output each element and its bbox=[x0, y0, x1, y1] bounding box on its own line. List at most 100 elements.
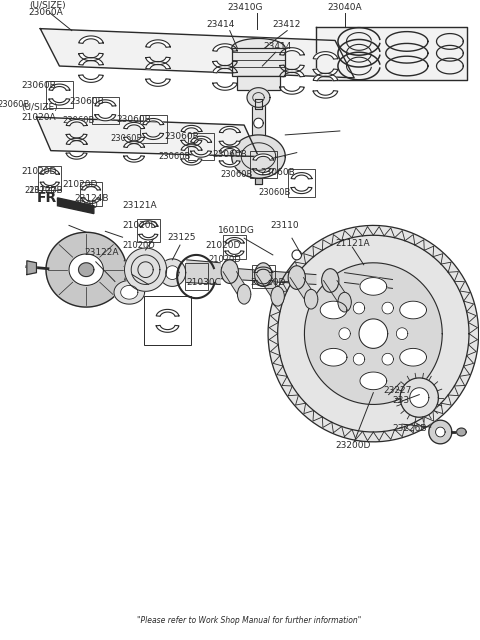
Text: 23226B: 23226B bbox=[393, 424, 427, 433]
Text: (U/SIZE): (U/SIZE) bbox=[21, 103, 58, 112]
Polygon shape bbox=[69, 254, 103, 285]
Text: 23060B: 23060B bbox=[69, 97, 104, 106]
Polygon shape bbox=[292, 250, 301, 260]
Polygon shape bbox=[138, 262, 153, 278]
Text: 23414: 23414 bbox=[207, 20, 235, 29]
Text: 23200D: 23200D bbox=[335, 442, 371, 451]
Polygon shape bbox=[253, 168, 274, 175]
Polygon shape bbox=[360, 278, 387, 295]
Text: 21020D: 21020D bbox=[209, 255, 241, 264]
Polygon shape bbox=[280, 48, 304, 55]
Polygon shape bbox=[156, 309, 179, 316]
Text: 21121A: 21121A bbox=[335, 239, 370, 248]
Polygon shape bbox=[280, 65, 304, 72]
Polygon shape bbox=[213, 44, 237, 51]
Polygon shape bbox=[304, 263, 442, 404]
Polygon shape bbox=[79, 263, 94, 276]
Polygon shape bbox=[257, 275, 284, 296]
Polygon shape bbox=[219, 146, 240, 152]
Polygon shape bbox=[143, 133, 164, 140]
Polygon shape bbox=[353, 353, 365, 365]
Polygon shape bbox=[280, 69, 304, 77]
Polygon shape bbox=[66, 138, 87, 145]
Polygon shape bbox=[219, 126, 240, 132]
Ellipse shape bbox=[322, 269, 339, 292]
Polygon shape bbox=[181, 140, 202, 147]
Text: 21020A: 21020A bbox=[21, 113, 56, 122]
Ellipse shape bbox=[338, 292, 351, 312]
Polygon shape bbox=[353, 302, 365, 314]
Ellipse shape bbox=[288, 266, 305, 289]
Polygon shape bbox=[232, 135, 285, 178]
Text: 21020D: 21020D bbox=[122, 241, 156, 250]
Text: 23122A: 23122A bbox=[84, 248, 119, 257]
Polygon shape bbox=[313, 91, 338, 98]
Polygon shape bbox=[429, 420, 452, 444]
Text: 21020D: 21020D bbox=[62, 180, 97, 189]
Polygon shape bbox=[255, 99, 262, 109]
Polygon shape bbox=[320, 348, 347, 366]
Bar bbox=[232, 49, 285, 76]
Polygon shape bbox=[213, 83, 237, 90]
Polygon shape bbox=[435, 427, 445, 437]
Polygon shape bbox=[156, 325, 179, 332]
Text: 21020D: 21020D bbox=[24, 186, 57, 195]
Bar bbox=[238, 76, 279, 90]
Polygon shape bbox=[290, 278, 318, 299]
Text: 21020D: 21020D bbox=[21, 167, 57, 176]
Polygon shape bbox=[339, 328, 350, 340]
Polygon shape bbox=[345, 273, 393, 289]
Text: 23060B: 23060B bbox=[117, 115, 152, 124]
Text: 21020D: 21020D bbox=[251, 278, 286, 287]
Polygon shape bbox=[400, 348, 427, 366]
Polygon shape bbox=[120, 285, 138, 299]
Text: 23060B: 23060B bbox=[62, 116, 95, 125]
Polygon shape bbox=[143, 118, 164, 125]
Polygon shape bbox=[124, 137, 144, 143]
Text: 23410G: 23410G bbox=[228, 3, 264, 13]
Text: 21020D: 21020D bbox=[206, 241, 241, 250]
Polygon shape bbox=[187, 265, 316, 284]
Polygon shape bbox=[139, 234, 158, 240]
Text: 23110: 23110 bbox=[270, 221, 299, 230]
Text: 23060B: 23060B bbox=[21, 81, 56, 90]
Polygon shape bbox=[291, 173, 312, 179]
Polygon shape bbox=[313, 74, 338, 81]
Polygon shape bbox=[146, 40, 170, 47]
Polygon shape bbox=[82, 184, 100, 190]
Text: 23040A: 23040A bbox=[327, 3, 362, 13]
Text: 23060B: 23060B bbox=[259, 188, 291, 198]
Text: 23060B: 23060B bbox=[158, 152, 191, 161]
Text: 23124B: 23124B bbox=[75, 195, 109, 204]
Polygon shape bbox=[219, 141, 240, 147]
Polygon shape bbox=[191, 136, 212, 143]
Polygon shape bbox=[66, 134, 87, 140]
Polygon shape bbox=[79, 36, 103, 44]
Polygon shape bbox=[58, 198, 94, 214]
Polygon shape bbox=[66, 120, 87, 126]
Polygon shape bbox=[124, 248, 167, 291]
Text: 23060B: 23060B bbox=[165, 132, 199, 141]
Polygon shape bbox=[213, 61, 237, 68]
Polygon shape bbox=[400, 301, 427, 319]
Polygon shape bbox=[223, 271, 251, 294]
Polygon shape bbox=[316, 27, 467, 80]
Ellipse shape bbox=[221, 260, 239, 284]
Polygon shape bbox=[254, 280, 273, 286]
Text: 23060B: 23060B bbox=[0, 100, 30, 109]
Polygon shape bbox=[280, 86, 304, 94]
Polygon shape bbox=[124, 122, 144, 129]
Polygon shape bbox=[146, 57, 170, 65]
Text: 23412: 23412 bbox=[272, 20, 300, 29]
Polygon shape bbox=[114, 280, 144, 304]
Text: 23414: 23414 bbox=[263, 42, 292, 51]
Text: 21020D: 21020D bbox=[122, 221, 158, 230]
Polygon shape bbox=[27, 261, 36, 275]
Polygon shape bbox=[456, 428, 466, 436]
Text: 23227: 23227 bbox=[383, 386, 411, 395]
Polygon shape bbox=[66, 153, 87, 159]
Polygon shape bbox=[396, 328, 408, 340]
Polygon shape bbox=[146, 61, 170, 69]
Polygon shape bbox=[320, 301, 347, 319]
Polygon shape bbox=[382, 353, 394, 365]
